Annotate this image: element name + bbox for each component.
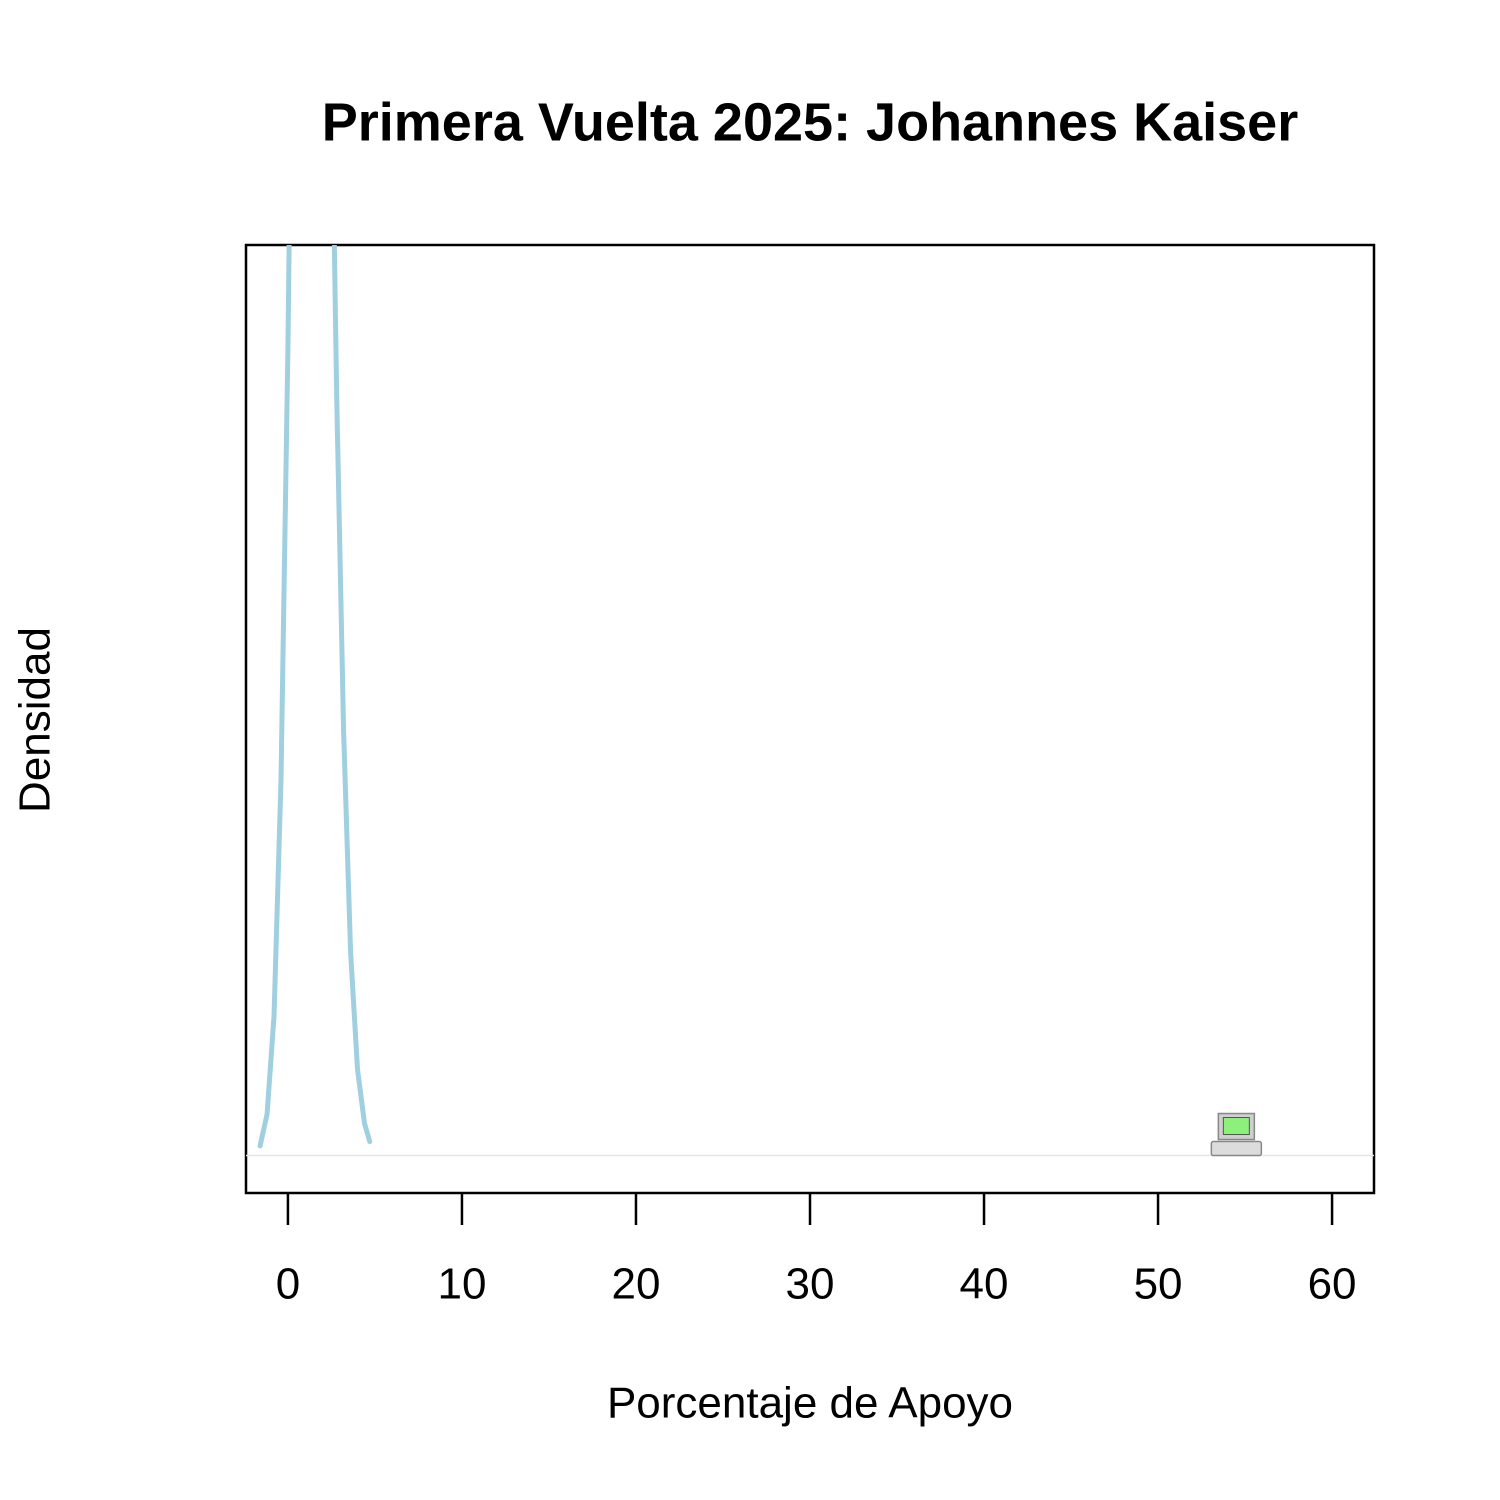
- plot-frame: [244, 243, 1376, 1195]
- x-tick-label: 30: [786, 1260, 835, 1309]
- x-tick-label: 10: [437, 1260, 486, 1309]
- x-axis-label: Porcentaje de Apoyo: [607, 1379, 1013, 1428]
- x-tick-label: 50: [1134, 1260, 1183, 1309]
- marker-icon: [1210, 1112, 1263, 1157]
- chart-title: Primera Vuelta 2025: Johannes Kaiser: [322, 92, 1298, 152]
- icon-base: [1210, 1140, 1263, 1157]
- density-line: [257, 245, 373, 1149]
- x-tick-label: 20: [612, 1260, 661, 1309]
- x-tick-label: 0: [276, 1260, 300, 1309]
- icon-screen: [1222, 1117, 1250, 1136]
- x-tick-label: 60: [1308, 1260, 1357, 1309]
- y-axis-label: Densidad: [11, 627, 60, 813]
- plot-area: [246, 245, 1374, 1157]
- x-tick-label: 40: [960, 1260, 1009, 1309]
